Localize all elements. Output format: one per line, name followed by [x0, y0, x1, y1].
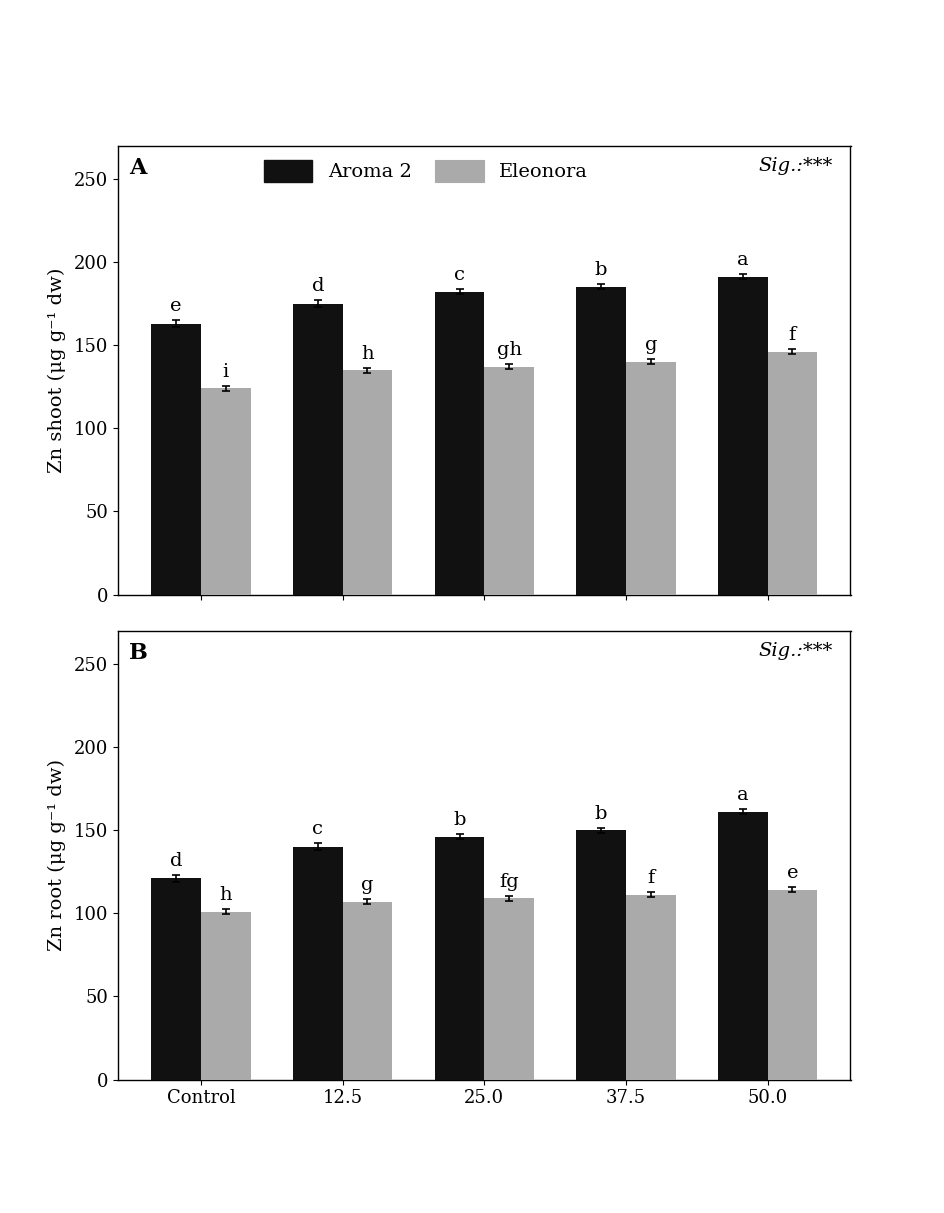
Bar: [343, 901, 392, 1080]
Text: i: i: [223, 363, 228, 381]
Text: e: e: [785, 865, 798, 883]
Text: b: b: [595, 262, 607, 279]
Bar: [201, 912, 250, 1080]
Text: B: B: [129, 642, 148, 664]
Text: A: A: [129, 156, 146, 178]
Text: f: f: [788, 326, 795, 344]
Bar: [483, 899, 533, 1080]
Bar: [293, 303, 343, 594]
Bar: [625, 361, 675, 594]
Text: e: e: [170, 297, 182, 315]
Text: b: b: [595, 804, 607, 822]
Text: a: a: [736, 251, 748, 269]
Text: h: h: [219, 887, 232, 904]
Y-axis label: Zn shoot (μg g⁻¹ dw): Zn shoot (μg g⁻¹ dw): [47, 267, 65, 473]
Bar: [717, 811, 767, 1080]
Text: d: d: [312, 278, 324, 295]
Bar: [293, 847, 343, 1080]
Text: b: b: [453, 811, 465, 830]
Legend: Aroma 2, Eleonora: Aroma 2, Eleonora: [263, 160, 587, 182]
Text: gh: gh: [496, 341, 521, 359]
Text: d: d: [170, 852, 182, 870]
Bar: [434, 292, 483, 594]
Text: Sig.:***: Sig.:***: [757, 156, 832, 175]
Text: g: g: [361, 876, 373, 894]
Bar: [434, 837, 483, 1080]
Bar: [343, 370, 392, 594]
Bar: [767, 352, 817, 594]
Text: a: a: [736, 786, 748, 804]
Text: h: h: [361, 344, 374, 363]
Bar: [151, 878, 201, 1080]
Bar: [625, 895, 675, 1080]
Bar: [717, 277, 767, 594]
Text: Sig.:***: Sig.:***: [757, 642, 832, 660]
Bar: [576, 287, 625, 594]
Bar: [483, 366, 533, 594]
Bar: [151, 324, 201, 594]
Text: fg: fg: [498, 873, 518, 890]
Bar: [767, 890, 817, 1080]
Text: f: f: [647, 870, 653, 888]
Text: c: c: [453, 267, 464, 284]
Text: c: c: [312, 820, 323, 838]
Bar: [576, 830, 625, 1080]
Bar: [201, 388, 250, 594]
Text: g: g: [644, 336, 656, 354]
Y-axis label: Zn root (μg g⁻¹ dw): Zn root (μg g⁻¹ dw): [47, 759, 65, 951]
